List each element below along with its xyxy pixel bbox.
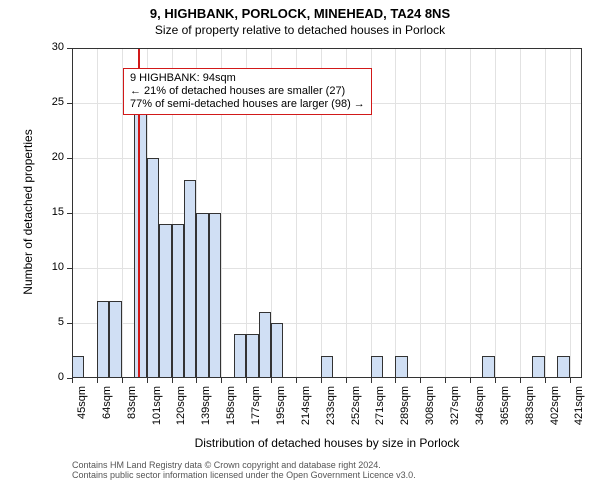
footer-attribution: Contains HM Land Registry data © Crown c… [72,460,416,480]
x-tick [72,378,73,383]
x-tick [296,378,297,383]
y-tick-label: 25 [34,96,64,108]
y-axis-label: Number of detached properties [21,47,35,377]
x-tick [346,378,347,383]
x-tick [371,378,372,383]
y-tick-label: 15 [34,206,64,218]
histogram-bar [134,114,146,378]
gridline-v [72,48,73,378]
x-tick-label: 214sqm [300,386,312,425]
x-tick [271,378,272,383]
x-tick [97,378,98,383]
chart-title: 9, HIGHBANK, PORLOCK, MINEHEAD, TA24 8NS [0,0,600,21]
x-tick-label: 233sqm [325,386,337,425]
x-tick-label: 139sqm [200,386,212,425]
x-tick-label: 101sqm [151,386,163,425]
x-tick-label: 365sqm [499,386,511,425]
footer-line-2: Contains public sector information licen… [72,470,416,480]
x-tick-label: 195sqm [275,386,287,425]
x-tick [495,378,496,383]
x-tick [246,378,247,383]
y-tick-label: 5 [34,316,64,328]
x-tick-label: 421sqm [574,386,586,425]
histogram-bar [234,334,246,378]
gridline-v [545,48,546,378]
gridline-v [395,48,396,378]
x-tick [545,378,546,383]
x-tick [520,378,521,383]
x-tick [147,378,148,383]
histogram-bar [259,312,271,378]
x-tick-label: 402sqm [549,386,561,425]
histogram-bar [172,224,184,378]
x-tick-label: 158sqm [225,386,237,425]
gridline-v [570,48,571,378]
y-tick-label: 10 [34,261,64,273]
x-tick-label: 383sqm [524,386,536,425]
x-tick-label: 308sqm [424,386,436,425]
histogram-bar [209,213,221,378]
histogram-bar [147,158,159,378]
x-tick-label: 252sqm [350,386,362,425]
histogram-bar [557,356,569,378]
histogram-bar [196,213,208,378]
plot-area: 05101520253045sqm64sqm83sqm101sqm120sqm1… [72,48,582,378]
x-tick-label: 64sqm [101,386,113,419]
x-tick [122,378,123,383]
histogram-bar [109,301,121,378]
histogram-bar [184,180,196,378]
x-tick-label: 271sqm [375,386,387,425]
x-tick-label: 45sqm [76,386,88,419]
x-tick [445,378,446,383]
gridline-v [520,48,521,378]
gridline-v [420,48,421,378]
annotation-line-2: 77% of semi-detached houses are larger (… [130,98,365,111]
gridline-v [495,48,496,378]
x-tick [570,378,571,383]
footer-line-1: Contains HM Land Registry data © Crown c… [72,460,416,470]
x-tick-label: 289sqm [399,386,411,425]
annotation-box: 9 HIGHBANK: 94sqm← 21% of detached house… [123,68,372,116]
histogram-bar [532,356,544,378]
histogram-bar [72,356,84,378]
gridline-v [445,48,446,378]
x-tick [172,378,173,383]
gridline-v [470,48,471,378]
histogram-bar [246,334,258,378]
x-tick [470,378,471,383]
annotation-line-1: ← 21% of detached houses are smaller (27… [130,85,365,98]
x-tick [196,378,197,383]
x-tick-label: 83sqm [126,386,138,419]
y-tick-label: 30 [34,41,64,53]
y-tick-label: 20 [34,151,64,163]
x-tick-label: 346sqm [474,386,486,425]
x-tick-label: 120sqm [176,386,188,425]
chart-subtitle: Size of property relative to detached ho… [0,23,600,37]
x-tick [321,378,322,383]
x-tick [420,378,421,383]
x-tick-label: 327sqm [449,386,461,425]
x-tick [221,378,222,383]
histogram-bar [482,356,494,378]
x-tick [395,378,396,383]
histogram-bar [321,356,333,378]
histogram-bar [159,224,171,378]
x-axis-label: Distribution of detached houses by size … [72,436,582,450]
gridline-h [72,48,582,49]
y-tick-label: 0 [34,371,64,383]
histogram-bar [97,301,109,378]
histogram-bar [371,356,383,378]
annotation-line-0: 9 HIGHBANK: 94sqm [130,72,365,85]
histogram-bar [271,323,283,378]
x-tick-label: 177sqm [250,386,262,425]
histogram-bar [395,356,407,378]
